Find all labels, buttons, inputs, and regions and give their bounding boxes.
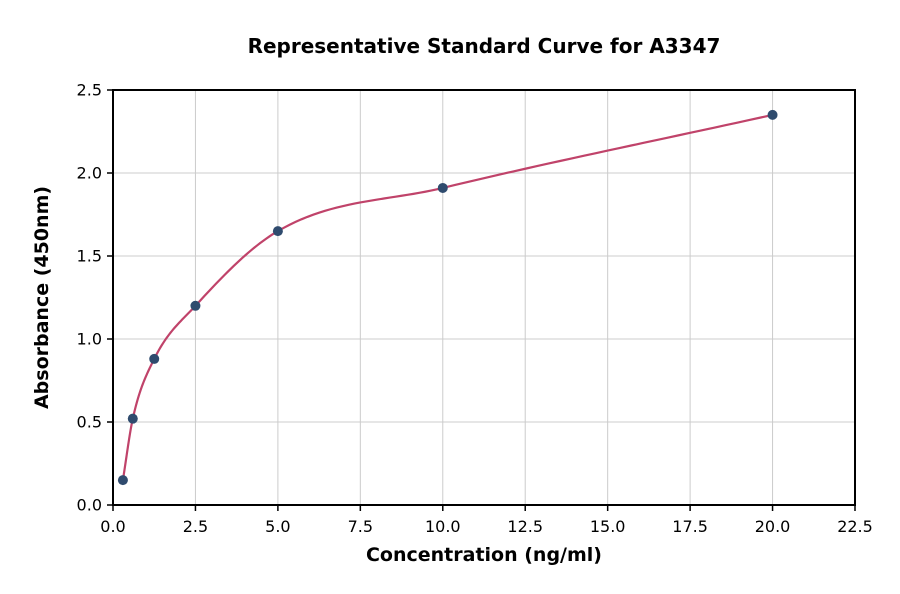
data-point: [437, 182, 448, 193]
x-tick-label: 10.0: [425, 517, 461, 536]
data-point: [117, 475, 128, 486]
y-tick-label: 2.5: [77, 81, 102, 100]
x-tick-label: 20.0: [755, 517, 791, 536]
x-tick-label: 7.5: [348, 517, 373, 536]
axis-ticks: [107, 89, 856, 511]
data-point: [190, 300, 201, 311]
data-series: [117, 109, 778, 486]
chart-title: Representative Standard Curve for A3347: [248, 34, 721, 58]
y-axis-label: Absorbance (450nm): [31, 186, 53, 409]
x-tick-label: 0.0: [100, 517, 125, 536]
x-tick-label: 12.5: [507, 517, 543, 536]
tick-labels: 0.0 2.5 5.0 7.5 10.0 12.5 15.0 17.5 20.0 22.5 0.0 0…: [77, 81, 873, 537]
fit-curve: [121, 113, 773, 481]
x-tick-label: 2.5: [183, 517, 208, 536]
plot-border: [112, 89, 856, 506]
y-tick-label: 2.0: [77, 164, 102, 183]
x-tick-label: 22.5: [837, 517, 873, 536]
data-point: [127, 413, 138, 424]
x-tick-label: 17.5: [672, 517, 708, 536]
x-tick-label: 15.0: [590, 517, 626, 536]
data-point: [149, 353, 160, 364]
x-tick-label: 5.0: [265, 517, 290, 536]
y-tick-label: 0.5: [77, 413, 102, 432]
gridlines: [112, 89, 856, 506]
data-point: [767, 109, 778, 120]
y-tick-label: 1.0: [77, 330, 102, 349]
data-point: [272, 226, 283, 237]
y-tick-label: 0.0: [77, 496, 102, 515]
y-tick-label: 1.5: [77, 247, 102, 266]
x-axis-label: Concentration (ng/ml): [366, 544, 602, 566]
